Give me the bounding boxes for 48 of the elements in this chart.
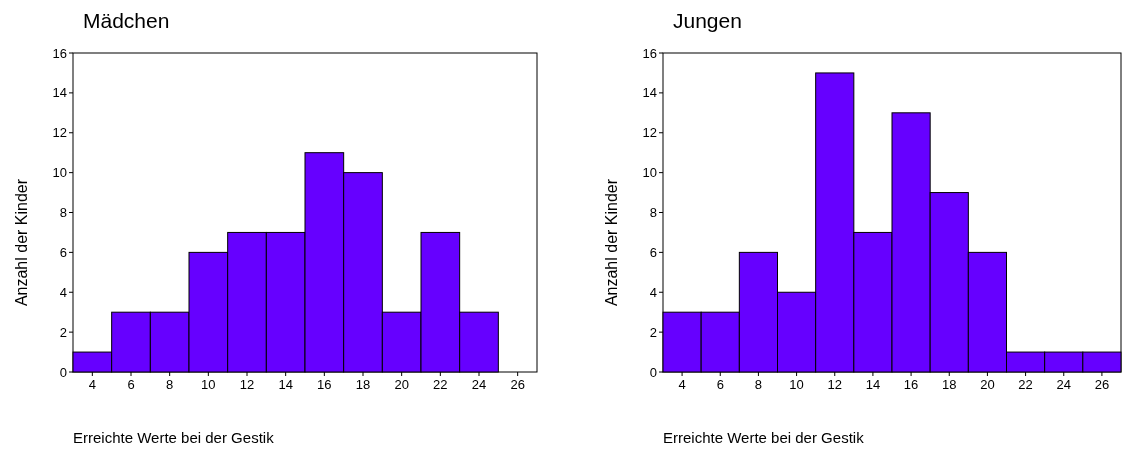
- x-tick-label: 12: [239, 377, 255, 392]
- y-tick-label: 4: [649, 284, 657, 300]
- y-tick-label: 8: [59, 205, 67, 221]
- y-tick-label: 0: [59, 364, 67, 380]
- y-tick-label: 6: [649, 244, 657, 260]
- x-tick-label: 24: [1056, 377, 1071, 392]
- y-tick-label: 10: [642, 165, 657, 181]
- x-tick-label: 6: [127, 377, 135, 392]
- x-tick-label: 16: [903, 377, 919, 392]
- x-tick-label: 14: [865, 377, 881, 392]
- x-tick-label: 26: [1094, 377, 1110, 392]
- x-tick-label: 10: [789, 377, 804, 392]
- x-tick-label: 10: [201, 377, 216, 392]
- x-tick-label: 20: [980, 377, 995, 392]
- y-tick-label: 6: [59, 244, 67, 260]
- y-axis-title: Anzahl der Kinder: [603, 178, 620, 307]
- x-tick-label: 16: [317, 377, 332, 392]
- y-tick-label: 0: [649, 364, 657, 380]
- y-tick-label: 16: [52, 45, 67, 61]
- x-axis-title: Erreichte Werte bei der Gestik: [73, 429, 275, 446]
- x-tick-label: 12: [827, 377, 842, 392]
- x-tick-label: 20: [394, 377, 409, 392]
- x-tick-label: 8: [754, 377, 763, 392]
- x-tick-label: 18: [942, 377, 957, 392]
- x-tick-label: 4: [88, 377, 96, 392]
- y-tick-label: 8: [649, 205, 657, 221]
- y-tick-label: 4: [59, 284, 67, 300]
- y-tick-label: 14: [642, 85, 657, 101]
- x-tick-label: 8: [166, 377, 174, 392]
- x-tick-label: 14: [278, 377, 293, 392]
- x-tick-label: 22: [1018, 377, 1033, 392]
- y-tick-label: 2: [59, 324, 67, 340]
- y-tick-label: 14: [52, 85, 67, 101]
- chart-title: Jungen: [673, 9, 742, 32]
- chart-title: Mädchen: [83, 9, 170, 32]
- x-tick-label: 24: [471, 377, 487, 392]
- y-axis-title: Anzahl der Kinder: [13, 178, 30, 307]
- x-tick-label: 6: [716, 377, 724, 392]
- y-tick-label: 10: [52, 165, 67, 181]
- y-tick-label: 16: [642, 45, 657, 61]
- x-tick-label: 4: [678, 377, 686, 392]
- x-tick-label: 22: [433, 377, 448, 392]
- y-tick-label: 12: [52, 125, 67, 141]
- y-tick-label: 12: [642, 125, 657, 141]
- y-tick-label: 2: [649, 324, 657, 340]
- x-axis-title: Erreichte Werte bei der Gestik: [663, 429, 865, 446]
- x-tick-label: 26: [510, 377, 525, 392]
- x-tick-label: 18: [355, 377, 371, 392]
